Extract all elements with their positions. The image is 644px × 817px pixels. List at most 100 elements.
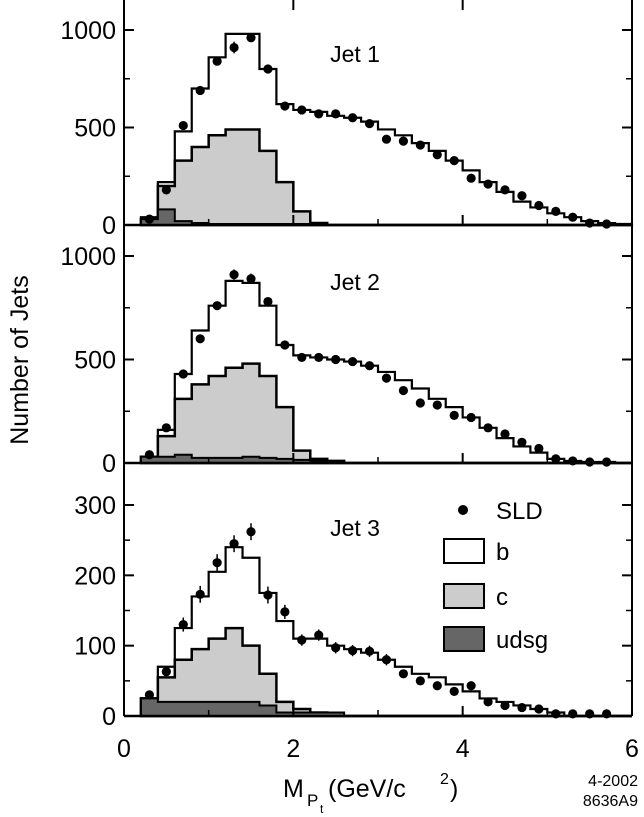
data-point — [449, 156, 459, 166]
data-point — [483, 179, 493, 189]
x-axis-label-close: ) — [450, 775, 458, 803]
x-tick-label: 6 — [625, 735, 639, 763]
legend-item-sld: SLD — [458, 498, 543, 525]
legend-item-udsg: udsg — [443, 626, 548, 654]
x-tick-label: 2 — [286, 735, 300, 763]
data-point — [229, 42, 239, 53]
x-axis-label-main: M — [283, 775, 304, 803]
x-axis-label-subsub: t — [320, 802, 324, 816]
data-point — [483, 697, 493, 707]
data-point — [331, 109, 341, 119]
figure-stamp-date: 4-2002 — [588, 773, 638, 790]
data-point — [280, 340, 290, 350]
data-point — [432, 681, 442, 691]
data-point — [398, 385, 408, 396]
data-point — [212, 56, 222, 66]
y-tick-label: 1000 — [60, 243, 116, 271]
data-point — [178, 369, 188, 379]
panel-jet-2: 0 500 1000 — [60, 225, 633, 478]
x-tick-label: 4 — [456, 735, 470, 763]
data-point — [517, 191, 527, 201]
data-point — [381, 655, 392, 665]
data-point — [483, 423, 493, 433]
y-tick-label: 0 — [102, 450, 116, 478]
data-point — [195, 589, 205, 599]
data-point — [314, 630, 324, 640]
x-axis-label-units-sup: 2 — [440, 771, 449, 788]
y-tick-label: 300 — [74, 492, 116, 520]
data-point — [348, 356, 358, 367]
data-point — [534, 443, 544, 454]
y-tick-label: 200 — [74, 562, 116, 590]
y-tick-label: 500 — [74, 115, 116, 143]
data-point — [500, 700, 510, 711]
data-point — [297, 635, 307, 645]
legend-item-c: c — [443, 583, 508, 611]
legend-label-c: c — [496, 584, 508, 611]
x-axis-label-units: (GeV/c — [328, 775, 406, 803]
data-point — [364, 646, 375, 656]
data-point — [398, 136, 408, 146]
data-point — [551, 206, 561, 216]
data-point — [178, 619, 188, 630]
data-point — [517, 702, 527, 713]
legend-swatch-c — [443, 583, 485, 609]
legend-label-udsg: udsg — [496, 627, 548, 654]
data-point — [314, 109, 324, 119]
data-point — [280, 101, 290, 111]
data-point — [195, 85, 205, 96]
data-point — [449, 410, 459, 420]
x-axis-label: M P t (GeV/c 2 ) — [283, 771, 458, 816]
data-point — [364, 119, 375, 129]
data-point — [449, 686, 459, 696]
data-point — [517, 437, 527, 447]
y-tick-label: 500 — [74, 347, 116, 375]
data-point — [348, 645, 358, 656]
figure-stamp-id: 8636A9 — [583, 793, 638, 810]
data-point — [212, 558, 222, 568]
data-point — [568, 212, 578, 222]
data-point — [263, 296, 273, 307]
data-point — [246, 274, 256, 284]
panel-title-jet-3: Jet 3 — [330, 515, 380, 541]
legend-swatch-b — [443, 538, 485, 564]
legend-item-b: b — [443, 538, 509, 566]
data-point — [144, 450, 154, 460]
data-point — [500, 185, 510, 195]
data-point — [195, 334, 205, 344]
data-point — [297, 105, 307, 115]
data-point — [246, 33, 256, 43]
data-point — [500, 429, 510, 439]
panel-title-jet-2: Jet 2 — [330, 269, 380, 295]
data-point — [144, 214, 154, 224]
data-point — [415, 140, 425, 150]
data-point — [466, 412, 476, 423]
data-point — [161, 667, 171, 677]
data-point — [534, 200, 544, 211]
y-tick-label: 0 — [102, 212, 116, 240]
data-point — [229, 270, 239, 280]
legend: SLD b c udsg — [443, 498, 548, 654]
panel-title-jet-1: Jet 1 — [330, 41, 380, 67]
data-point — [466, 173, 476, 183]
y-tick-label: 100 — [74, 633, 116, 661]
data-point — [534, 704, 544, 714]
data-point — [381, 134, 392, 144]
data-point — [381, 373, 392, 383]
legend-label-sld: SLD — [496, 498, 543, 525]
data-point — [246, 527, 256, 537]
y-axis-label: Number of Jets — [6, 275, 34, 445]
data-point — [432, 400, 442, 410]
panel-jet-1: 0 500 1000 — [60, 0, 634, 240]
data-point — [161, 423, 171, 433]
data-point — [331, 643, 341, 653]
legend-marker-sld — [458, 505, 468, 515]
data-point — [229, 539, 239, 549]
panel-jet-3: 0 100 200 300 0 2 4 6 — [74, 463, 639, 763]
data-point — [364, 361, 375, 371]
legend-swatch-udsg — [443, 626, 485, 652]
data-point — [415, 398, 425, 408]
data-point — [314, 352, 324, 363]
data-point — [161, 185, 171, 195]
